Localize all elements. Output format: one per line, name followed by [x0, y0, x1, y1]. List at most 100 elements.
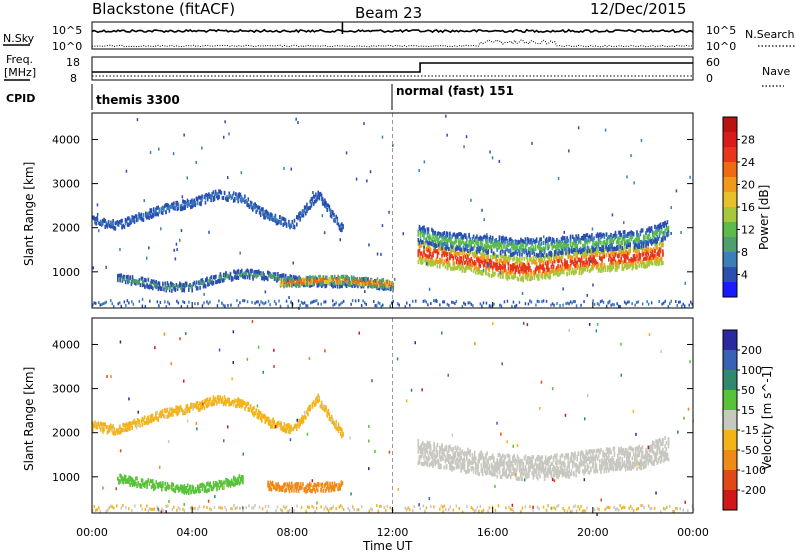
- range-cell: [542, 240, 545, 245]
- range-cell: [449, 233, 451, 238]
- range-cell: [175, 200, 177, 205]
- range-cell: [647, 236, 649, 241]
- range-cell: [156, 484, 159, 489]
- range-cell: [135, 476, 137, 481]
- range-cell: [666, 226, 669, 231]
- range-cell: [556, 252, 558, 257]
- range-cell: [392, 299, 394, 303]
- range-cell: [436, 239, 439, 243]
- range-cell: [305, 489, 308, 494]
- range-cell: [486, 250, 488, 255]
- range-cell: [490, 263, 493, 268]
- range-cell: [650, 257, 653, 262]
- range-cell: [422, 226, 424, 231]
- range-cell: [379, 301, 381, 305]
- range-cell: [319, 404, 322, 409]
- range-cell: [149, 414, 152, 419]
- range-cell: [324, 482, 327, 487]
- range-cell: [573, 248, 575, 252]
- range-cell: [336, 216, 339, 221]
- range-cell: [538, 300, 540, 304]
- range-cell: [300, 212, 303, 217]
- range-cell: [604, 244, 607, 249]
- range-cell: [541, 300, 543, 304]
- range-cell: [648, 232, 651, 237]
- range-cell: [487, 243, 489, 248]
- range-cell: [567, 247, 569, 252]
- range-cell: [191, 198, 193, 203]
- range-cell: [511, 244, 513, 249]
- range-cell: [127, 477, 129, 482]
- range-cell: [546, 270, 548, 275]
- range-cell: [561, 248, 564, 253]
- range-cell: [92, 421, 94, 426]
- range-cell: [587, 238, 590, 243]
- range-cell: [123, 275, 126, 279]
- range-cell: [227, 483, 230, 488]
- range-cell: [560, 247, 563, 252]
- range-cell: [448, 247, 450, 251]
- range-cell: [282, 278, 284, 283]
- range-cell: [377, 281, 380, 286]
- range-cell: [498, 258, 501, 263]
- range-cell: [512, 240, 514, 244]
- range-cell: [238, 272, 241, 277]
- range-cell: [548, 244, 550, 249]
- freq-series: [92, 62, 693, 77]
- range-cell: [230, 481, 233, 486]
- range-cell: [570, 249, 573, 254]
- range-cell: [318, 192, 321, 197]
- range-cell: [432, 464, 434, 468]
- range-cell: [185, 490, 188, 495]
- nsky-label: N.Sky: [3, 32, 35, 45]
- range-cell: [558, 243, 560, 248]
- range-cell: [314, 299, 316, 303]
- range-cell: [142, 213, 145, 218]
- range-cell: [450, 243, 452, 248]
- range-cell: [547, 268, 549, 273]
- range-cell: [374, 284, 377, 289]
- range-cell: [176, 248, 178, 252]
- range-cell: [369, 170, 372, 174]
- range-cell: [665, 232, 668, 237]
- range-cell: [596, 248, 599, 253]
- range-cell: [426, 440, 429, 445]
- range-cell: [130, 480, 133, 485]
- range-cell: [556, 246, 558, 251]
- range-cell: [279, 304, 282, 308]
- range-cell: [281, 273, 284, 278]
- range-cell: [322, 277, 325, 282]
- range-cell: [284, 424, 287, 429]
- range-cell: [480, 271, 483, 276]
- range-cell: [629, 235, 631, 240]
- range-cell: [165, 210, 167, 215]
- range-cell: [505, 253, 507, 258]
- range-cell: [323, 231, 326, 235]
- range-cell: [94, 217, 96, 221]
- range-cell: [431, 261, 433, 266]
- range-cell: [216, 191, 218, 196]
- range-cell: [157, 281, 160, 286]
- range-cell: [382, 303, 384, 307]
- range-cell: [362, 299, 364, 303]
- range-cell: [167, 203, 170, 208]
- range-cell: [176, 207, 179, 211]
- range-cell: [541, 266, 544, 271]
- range-cell: [315, 483, 318, 488]
- range-cell: [574, 270, 576, 275]
- range-cell: [534, 242, 537, 247]
- range-cell: [113, 431, 115, 436]
- range-cell: [230, 303, 232, 307]
- range-cell: [285, 223, 288, 228]
- range-cell: [239, 477, 242, 482]
- range-cell: [429, 444, 432, 449]
- range-cell: [491, 255, 494, 260]
- range-cell: [637, 245, 639, 250]
- range-cell: [588, 257, 591, 262]
- range-cell: [210, 487, 213, 492]
- range-cell: [425, 246, 427, 251]
- range-cell: [181, 407, 183, 412]
- range-cell: [288, 283, 291, 288]
- range-cell: [487, 262, 489, 266]
- range-cell: [623, 234, 626, 239]
